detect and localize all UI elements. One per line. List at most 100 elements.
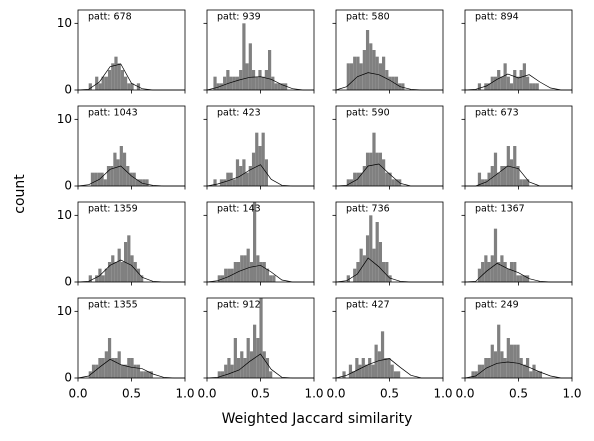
bar (490, 344, 494, 378)
bar (255, 76, 259, 90)
bar (487, 83, 491, 90)
bar (242, 159, 246, 186)
x-tick-label: 0.0 (197, 387, 216, 401)
bar (369, 215, 373, 282)
bar (227, 268, 231, 282)
bar (117, 248, 121, 282)
bar (101, 358, 105, 378)
bar (394, 76, 399, 90)
bar (391, 179, 395, 186)
bar (535, 83, 539, 90)
bar (481, 179, 485, 186)
bar (490, 255, 494, 282)
bar (477, 268, 482, 282)
bar (233, 262, 237, 282)
panel-title: patt: 423 (217, 108, 261, 119)
bar (90, 172, 95, 186)
bar (362, 50, 366, 90)
bar (120, 364, 125, 378)
bar (509, 83, 514, 90)
bar (516, 275, 520, 282)
y-tick-label: 0 (64, 275, 72, 289)
bar (226, 172, 230, 186)
bar (245, 63, 249, 90)
bar (500, 166, 504, 186)
bar (519, 70, 523, 90)
bar (220, 371, 225, 378)
bar (243, 358, 247, 378)
bar (493, 76, 498, 90)
x-tick-label: 0.5 (251, 387, 270, 401)
bar (91, 364, 96, 378)
bar (532, 83, 536, 90)
bar (346, 63, 350, 90)
kde-line (206, 76, 314, 91)
bar (401, 83, 405, 90)
bar (500, 351, 504, 378)
bar (364, 364, 369, 378)
panel-title: patt: 894 (475, 12, 519, 23)
bar (522, 63, 526, 90)
bar (262, 351, 266, 378)
bar (248, 43, 252, 90)
bar (516, 166, 520, 186)
bar (101, 76, 105, 90)
bar (256, 338, 260, 378)
bar (513, 70, 517, 90)
bar (497, 172, 501, 186)
bar (140, 275, 144, 282)
bar (509, 159, 514, 186)
bar (103, 179, 107, 186)
bar (387, 358, 391, 378)
bar (249, 351, 254, 378)
bar (235, 76, 240, 90)
bar (369, 152, 373, 186)
bar (265, 358, 270, 378)
bar (348, 364, 353, 378)
bar (513, 262, 517, 282)
bar (535, 371, 539, 378)
bar (246, 248, 250, 282)
bar (500, 76, 504, 90)
bar (219, 83, 224, 90)
panel-title: patt: 912 (217, 300, 261, 311)
bar (372, 50, 376, 90)
bar (388, 172, 392, 186)
bar (388, 76, 392, 90)
bar (253, 324, 257, 378)
bar (248, 166, 252, 186)
bar (264, 70, 268, 90)
bar (493, 152, 498, 186)
bar (365, 30, 370, 90)
x-tick-label: 1.0 (433, 387, 452, 401)
bar (232, 76, 236, 90)
bar (487, 358, 491, 378)
bar (274, 83, 278, 90)
bar (375, 222, 379, 282)
bar (98, 358, 102, 378)
bar (261, 132, 265, 186)
bar (120, 70, 125, 90)
bar (356, 262, 360, 282)
bar (503, 358, 507, 378)
bar (94, 172, 98, 186)
bar (368, 358, 372, 378)
bar (136, 364, 141, 378)
panel-title: patt: 590 (346, 108, 390, 119)
bar (124, 242, 128, 282)
bar (233, 338, 237, 378)
bar (230, 364, 234, 378)
bar (396, 371, 401, 378)
bar (380, 331, 385, 378)
bar (352, 371, 356, 378)
bar (100, 172, 104, 186)
kde-line (464, 361, 572, 379)
bar (519, 358, 523, 378)
bar (375, 56, 379, 90)
x-tick-label: 0.0 (68, 387, 87, 401)
y-tick-label: 10 (57, 112, 72, 126)
bar (107, 338, 112, 378)
bar (529, 371, 533, 378)
x-axis-label: Weighted Jaccard similarity (222, 411, 413, 427)
